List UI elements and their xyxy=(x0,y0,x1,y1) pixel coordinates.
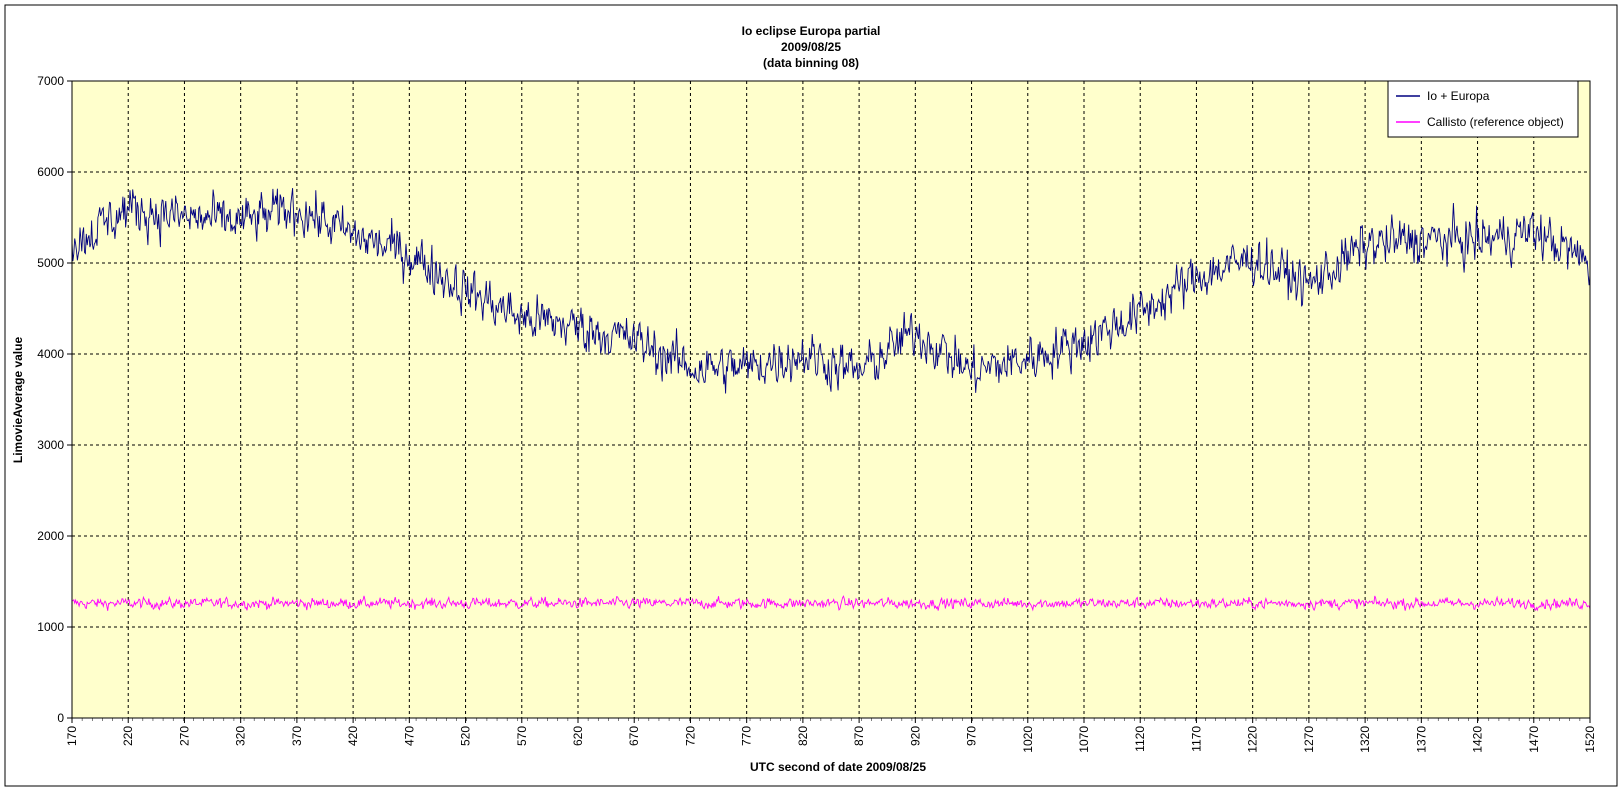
legend-label-io-europa: Io + Europa xyxy=(1427,89,1490,103)
y-tick-label: 3000 xyxy=(37,438,64,452)
x-tick-label: 970 xyxy=(965,726,979,746)
plot-area xyxy=(72,81,1590,718)
legend-label-callisto: Callisto (reference object) xyxy=(1427,115,1564,129)
x-tick-label: 520 xyxy=(459,726,473,746)
x-axis-title: UTC second of date 2009/08/25 xyxy=(750,760,926,774)
x-tick-label: 720 xyxy=(683,726,697,746)
x-tick-label: 1520 xyxy=(1583,726,1597,753)
x-tick-label: 1170 xyxy=(1189,726,1203,752)
x-tick-label: 1070 xyxy=(1077,726,1091,753)
x-tick-label: 1270 xyxy=(1302,726,1316,753)
y-tick-label: 1000 xyxy=(37,620,64,634)
chart-title-line-2: 2009/08/25 xyxy=(781,40,841,54)
x-tick-label: 170 xyxy=(65,726,79,746)
x-tick-label: 1120 xyxy=(1133,726,1147,752)
x-tick-label: 620 xyxy=(571,726,585,746)
y-axis-title: LimovieAverage value xyxy=(11,337,25,464)
y-tick-label: 2000 xyxy=(37,529,64,543)
series-line-0 xyxy=(71,188,1591,394)
x-tick-label: 570 xyxy=(515,726,529,746)
x-tick-label: 1320 xyxy=(1358,726,1372,753)
x-tick-label: 420 xyxy=(346,726,360,746)
chart-title-line-3: (data binning 08) xyxy=(763,56,859,70)
x-tick-label: 220 xyxy=(121,726,135,746)
y-tick-label: 6000 xyxy=(37,165,64,179)
y-tick-label: 5000 xyxy=(37,256,64,270)
legend-box xyxy=(1387,80,1579,138)
axis-layer: 0 1000 2000 3000 4000 5000 6000 7000 170 220 270 32… xyxy=(37,74,1597,753)
x-tick-label: 920 xyxy=(908,726,922,746)
x-tick-label: 820 xyxy=(796,726,810,746)
y-tick-label: 0 xyxy=(57,711,64,725)
x-tick-label: 370 xyxy=(290,726,304,746)
x-tick-label: 1220 xyxy=(1246,726,1260,753)
legend: Io + Europa Callisto (reference object) xyxy=(1387,80,1579,138)
x-tick-label: 770 xyxy=(740,726,754,746)
chart-title-line-1: Io eclipse Europa partial xyxy=(742,24,881,38)
x-tick-label: 470 xyxy=(402,726,416,746)
x-tick-label: 670 xyxy=(627,726,641,746)
grid-layer xyxy=(72,81,1590,718)
x-tick-label: 870 xyxy=(852,726,866,746)
x-tick-label: 270 xyxy=(177,726,191,746)
series-line-1 xyxy=(71,595,1591,612)
x-tick-label: 1020 xyxy=(1021,726,1035,753)
y-tick-label: 4000 xyxy=(37,347,64,361)
x-tick-label: 1370 xyxy=(1414,726,1428,753)
series-layer xyxy=(71,188,1591,612)
x-tick-label: 320 xyxy=(234,726,248,746)
x-tick-label: 1470 xyxy=(1527,726,1541,753)
y-tick-label: 7000 xyxy=(37,74,64,88)
x-tick-label: 1420 xyxy=(1471,726,1485,753)
